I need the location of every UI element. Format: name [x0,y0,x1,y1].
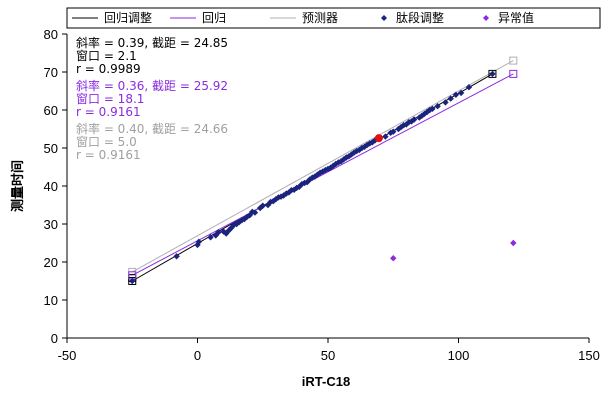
endpoint-marker [488,69,497,78]
regression-line [132,60,514,273]
legend-label: 回归 [202,11,226,25]
peptide-point [457,89,465,97]
legend-label: 肽段调整 [396,10,444,25]
peptide-point [423,108,431,116]
highlight-point [374,134,383,143]
endpoint-marker [509,56,518,65]
peptide-point [434,103,441,110]
annotation-text: 斜率 = 0.40, 截距 = 24.66 [76,121,228,136]
peptide-point [489,70,496,78]
peptide-point [335,159,342,166]
y-axis-title: 测量时间 [10,160,25,212]
y-tick-label: 10 [44,293,58,308]
annotation-text: r = 0.9161 [76,148,141,162]
plot-area [128,56,518,285]
peptide-point [264,201,272,209]
peptide-point [251,209,259,216]
annotation-text: r = 0.9989 [76,62,141,76]
peptide-point [195,238,203,246]
peptide-point [259,202,266,209]
peptide-point [319,168,326,175]
peptide-point [343,154,350,161]
peptide-point [408,118,415,125]
peptide-point [173,253,180,260]
legend-label: 回归调整 [104,10,152,25]
x-tick-label: 150 [578,348,600,363]
annotation-text: 窗口 = 5.0 [76,135,137,149]
peptide-point [452,91,460,98]
y-tick-label: 50 [44,141,58,156]
endpoint-marker [509,69,518,78]
y-tick-label: 60 [44,103,58,118]
x-axis-title: iRT-C18 [302,374,350,389]
annotation-text: 窗口 = 18.1 [76,92,144,106]
outlier-point [390,255,397,262]
annotation-text: 斜率 = 0.39, 截距 = 24.85 [76,35,228,50]
legend-box [66,7,601,29]
legend-label: 异常值 [498,10,534,25]
legend: 回归调整 回归 预测器 肽段调整 异常值 [66,7,601,29]
peptide-point [129,277,136,285]
y-tick-label: 30 [44,217,58,232]
peptide-point [249,208,256,216]
peptide-point [390,128,397,135]
annotation-text: 斜率 = 0.36, 截距 = 25.92 [76,78,228,93]
y-tick-label: 40 [44,179,58,194]
outlier-point [510,239,517,247]
y-tick-label: 80 [44,27,58,42]
peptide-point [410,116,418,123]
legend-marker-swatch [483,15,489,21]
peptide-point [442,99,449,106]
annotation-text: r = 0.9161 [76,105,141,119]
peptide-point [215,229,222,236]
y-tick-label: 70 [44,65,58,80]
peptide-point [358,144,366,152]
legend-label: 预测器 [302,11,338,25]
y-tick-label: 0 [51,331,58,346]
annotation-text: 窗口 = 2.1 [76,49,137,63]
x-tick-label: 50 [321,348,335,363]
x-tick-label: 0 [194,348,201,363]
peptide-point [233,220,240,228]
peptide-point [429,105,436,113]
peptide-point [243,213,251,220]
peptide-point [465,84,473,91]
peptide-point [382,133,389,140]
x-tick-label: 100 [448,348,470,363]
y-tick-label: 20 [44,255,58,270]
peptide-point [447,95,454,102]
peptide-point [403,121,410,128]
legend-marker-swatch [381,15,387,21]
peptide-point [207,234,214,241]
x-tick-label: -50 [58,348,77,363]
